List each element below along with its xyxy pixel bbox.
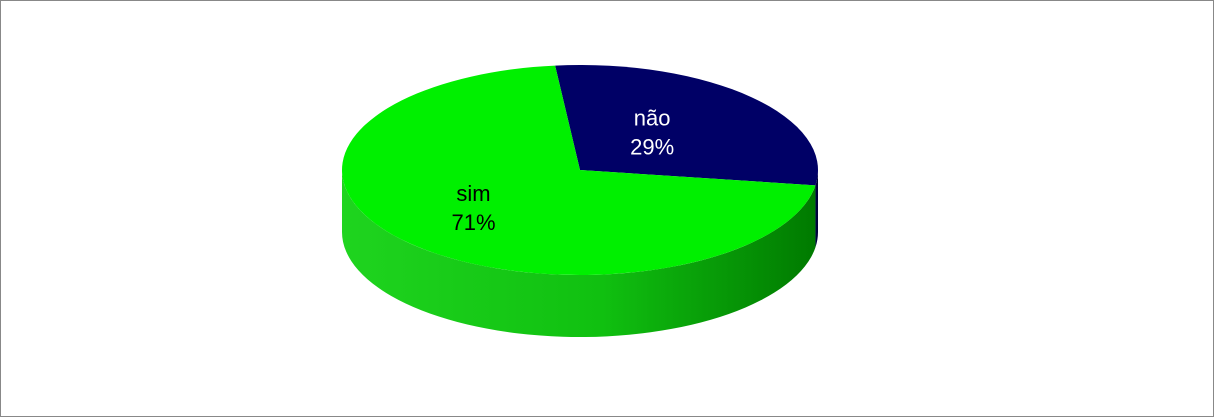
category-label: não [634, 105, 671, 130]
pie-slice [555, 65, 818, 186]
data-label: não 29% [630, 105, 674, 159]
data-label: sim 71% [451, 181, 495, 235]
pie-slice-side [815, 170, 818, 248]
value-label: 29% [630, 134, 674, 159]
category-label: sim [456, 181, 490, 206]
pie-slice-side [342, 170, 816, 338]
pie-slice [342, 65, 816, 276]
value-label: 71% [451, 210, 495, 235]
